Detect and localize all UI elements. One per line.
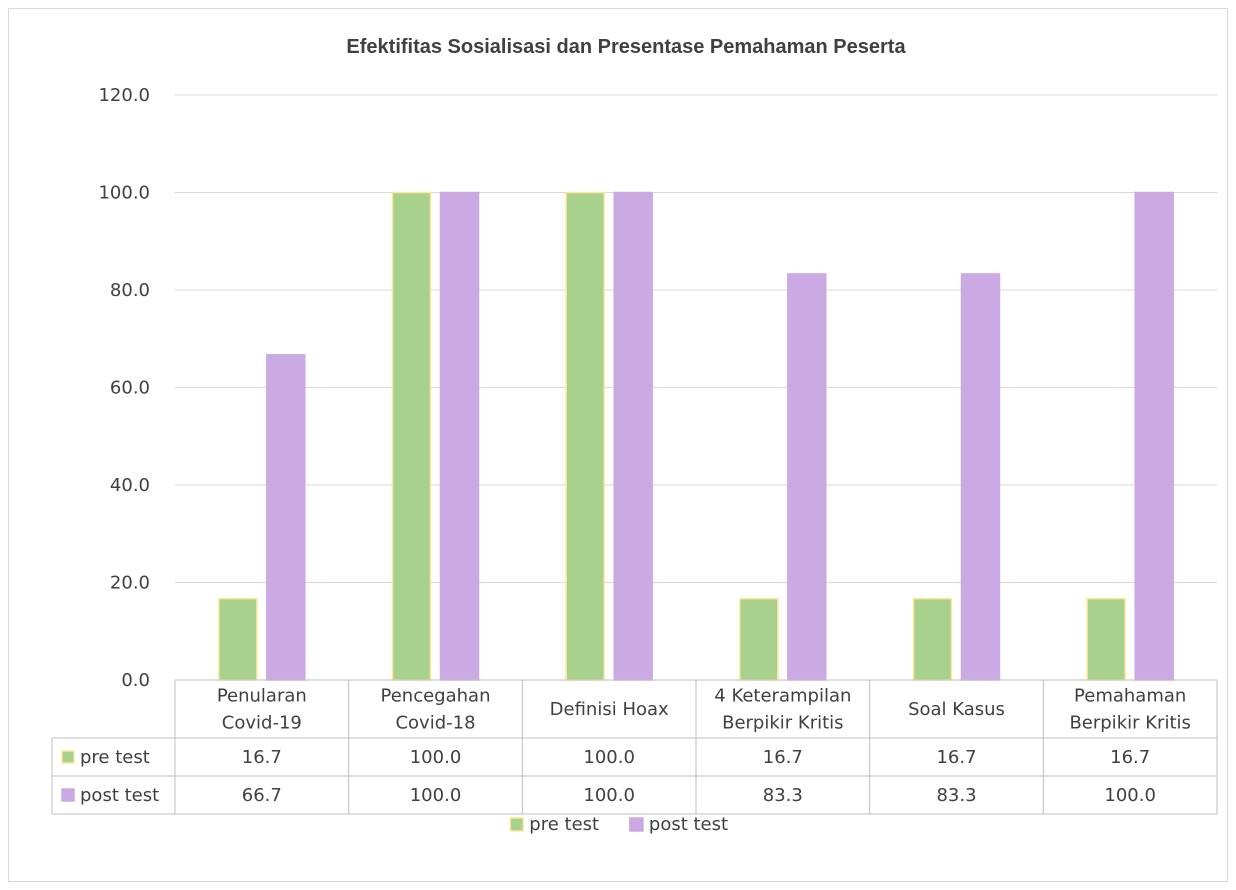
table-value: 100.0	[583, 785, 635, 806]
legend-swatch	[629, 817, 644, 832]
bar-pre-test	[1086, 597, 1126, 681]
table-value: 16.7	[763, 747, 803, 768]
table-legend-key	[61, 788, 75, 802]
y-tick-label: 0.0	[121, 670, 150, 691]
x-category-label: Soal Kasus	[908, 699, 1005, 720]
bar-post-test	[1134, 191, 1174, 681]
y-tick-label: 20.0	[110, 573, 150, 594]
x-category-label: Covid-18	[395, 713, 475, 734]
table-value: 66.7	[242, 785, 282, 806]
x-category-label: 4 Keterampilan	[714, 686, 851, 707]
table-value: 100.0	[1104, 785, 1156, 806]
y-axis-ticks: 0.0 20.0 40.0 60.0 80.0 100.0 120.0	[98, 85, 150, 691]
x-category-label: Berpikir Kritis	[1069, 713, 1190, 734]
table-value: 16.7	[936, 747, 976, 768]
bar-post-test	[439, 191, 480, 681]
data-table: Penularan Covid-19 Pencegahan Covid-18 Defin…	[51, 679, 1218, 815]
table-value: 83.3	[763, 785, 803, 806]
table-value: 16.7	[242, 747, 282, 768]
x-category-label: Pencegahan	[381, 686, 491, 707]
bar-post-test	[787, 273, 827, 681]
bar-post-test	[266, 354, 306, 681]
table-value: 100.0	[583, 747, 635, 768]
table-value: 100.0	[410, 785, 462, 806]
legend-label: pre test	[529, 814, 599, 835]
bars	[218, 191, 1174, 681]
x-category-label: Covid-19	[222, 713, 302, 734]
table-series-label: pre test	[80, 747, 150, 768]
table-series-label: post test	[80, 785, 159, 806]
x-category-label: Berpikir Kritis	[722, 713, 843, 734]
legend-swatch	[509, 817, 525, 832]
bar-pre-test	[218, 597, 258, 681]
bar-pre-test	[739, 597, 779, 681]
bar-pre-test	[391, 191, 432, 681]
gridlines	[175, 94, 1217, 583]
y-tick-label: 80.0	[110, 280, 150, 301]
bar-post-test	[960, 273, 1001, 681]
y-tick-label: 60.0	[110, 378, 150, 399]
y-tick-label: 120.0	[98, 85, 150, 106]
chart-title: Efektifitas Sosialisasi dan Presentase P…	[346, 36, 906, 58]
bar-pre-test	[912, 597, 953, 681]
y-tick-label: 100.0	[98, 183, 150, 204]
x-category-label: Definisi Hoax	[550, 699, 669, 720]
table-value: 83.3	[936, 785, 976, 806]
table-value: 100.0	[410, 747, 462, 768]
x-category-label: Pemahaman	[1074, 686, 1186, 707]
table-legend-key	[61, 750, 75, 764]
bar-post-test	[613, 191, 653, 681]
bar-pre-test	[565, 191, 605, 681]
legend-label: post test	[649, 814, 728, 835]
legend: pre test post test	[509, 814, 728, 835]
table-value: 16.7	[1110, 747, 1150, 768]
x-category-label: Penularan	[217, 686, 307, 707]
y-tick-label: 40.0	[110, 475, 150, 496]
